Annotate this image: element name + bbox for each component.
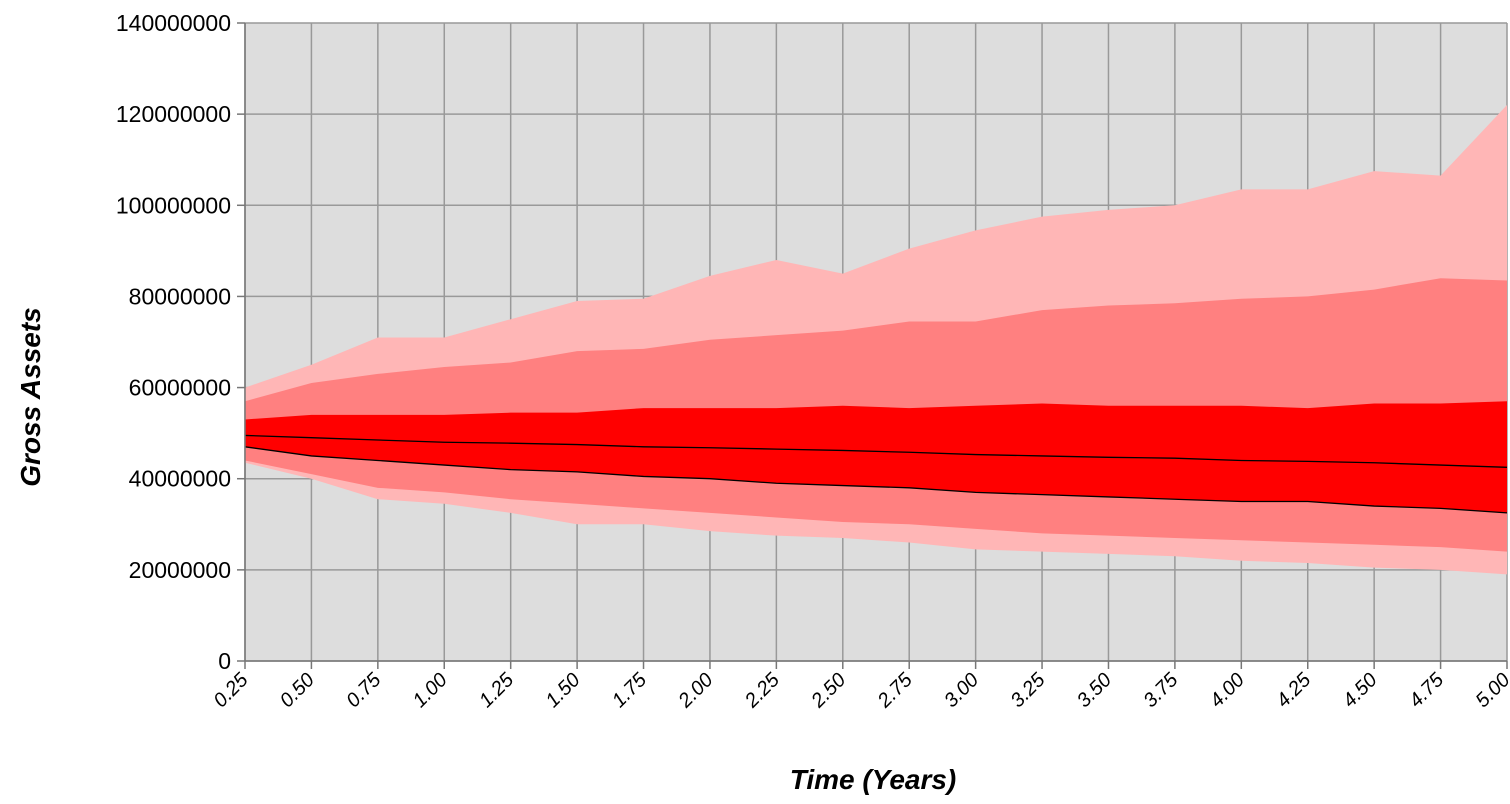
x-tick-label: 4.75 (1405, 668, 1449, 712)
x-tick-label: 3.00 (940, 669, 983, 712)
x-tick-label: 1.00 (409, 669, 452, 712)
y-tick-label: 20000000 (129, 557, 231, 583)
y-tick-labels: 0 20000000 40000000 60000000 80000000 1000000… (116, 10, 231, 674)
bands (245, 105, 1507, 575)
series-line-1 (244, 434, 1508, 468)
x-tick-label: 4.50 (1339, 669, 1382, 712)
x-tick-label: 3.25 (1006, 668, 1050, 712)
y-tick-label: 60000000 (129, 375, 231, 401)
x-tick-label: 3.50 (1073, 669, 1116, 712)
x-tick-label: 0.75 (342, 668, 386, 712)
x-tick-label: 2.75 (873, 668, 917, 712)
x-tick-label: 0.25 (209, 668, 253, 712)
axes (237, 22, 1508, 669)
x-tick-label: 2.25 (740, 668, 784, 712)
x-tick-label: 5.00 (1471, 669, 1510, 712)
x-tick-labels: 0.25 0.50 0.75 1.00 1.25 1.50 1.75 2.00 2.25 2.50… (209, 668, 1510, 712)
x-axis-title: Time (Years) (790, 764, 957, 795)
y-tick-label: 80000000 (129, 283, 231, 309)
y-tick-label: 120000000 (116, 101, 231, 127)
series-line-2 (244, 446, 1508, 514)
x-tick-label: 4.00 (1206, 669, 1249, 712)
x-tick-label: 1.75 (608, 668, 652, 712)
series-lines (244, 434, 1508, 514)
x-tick-label: 0.50 (276, 669, 319, 712)
band-3 (245, 401, 1507, 513)
x-tick-label: 2.00 (674, 669, 718, 713)
y-tick-label: 0 (218, 648, 231, 674)
y-axis-title: Gross Assets (15, 307, 46, 487)
x-tick-label: 2.50 (807, 669, 851, 713)
x-tick-label: 4.25 (1272, 668, 1316, 712)
x-tick-label: 1.25 (475, 668, 519, 712)
x-tick-label: 3.75 (1139, 668, 1183, 712)
y-tick-label: 100000000 (116, 192, 231, 218)
x-tick-label: 1.50 (542, 669, 585, 712)
y-tick-label: 40000000 (129, 466, 231, 492)
y-tick-label: 140000000 (116, 10, 231, 36)
